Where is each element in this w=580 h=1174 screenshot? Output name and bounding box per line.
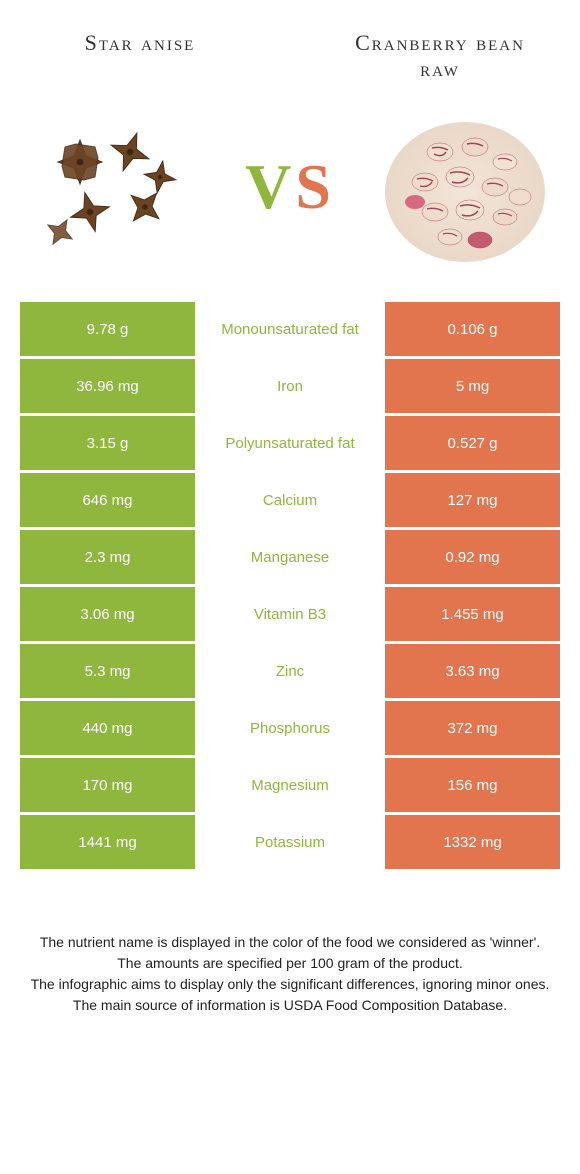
nutrient-name: Vitamin B3	[195, 587, 385, 641]
value-right: 1.455 mg	[385, 587, 560, 641]
nutrient-name: Polyunsaturated fat	[195, 416, 385, 470]
table-row: 1441 mgPotassium1332 mg	[20, 815, 560, 869]
food-left-title: Star anise	[40, 30, 240, 82]
value-right: 5 mg	[385, 359, 560, 413]
footer-notes: The nutrient name is displayed in the co…	[0, 872, 580, 1036]
value-left: 170 mg	[20, 758, 195, 812]
nutrient-name: Manganese	[195, 530, 385, 584]
table-row: 3.15 gPolyunsaturated fat0.527 g	[20, 416, 560, 470]
value-right: 1332 mg	[385, 815, 560, 869]
footer-line: The amounts are specified per 100 gram o…	[30, 953, 550, 974]
nutrient-name: Iron	[195, 359, 385, 413]
table-row: 9.78 gMonounsaturated fat0.106 g	[20, 302, 560, 356]
footer-line: The infographic aims to display only the…	[30, 974, 550, 995]
header: Star anise Cranberry bean raw	[0, 0, 580, 92]
table-row: 646 mgCalcium127 mg	[20, 473, 560, 527]
table-row: 3.06 mgVitamin B31.455 mg	[20, 587, 560, 641]
footer-line: The main source of information is USDA F…	[30, 995, 550, 1016]
food-left-image	[30, 102, 200, 272]
vs-label: VS	[245, 150, 335, 224]
value-left: 1441 mg	[20, 815, 195, 869]
value-left: 646 mg	[20, 473, 195, 527]
nutrient-name: Magnesium	[195, 758, 385, 812]
vs-v: V	[245, 151, 295, 222]
nutrient-name: Calcium	[195, 473, 385, 527]
value-right: 0.106 g	[385, 302, 560, 356]
comparison-table: 9.78 gMonounsaturated fat0.106 g36.96 mg…	[0, 302, 580, 869]
value-right: 156 mg	[385, 758, 560, 812]
table-row: 440 mgPhosphorus372 mg	[20, 701, 560, 755]
table-row: 170 mgMagnesium156 mg	[20, 758, 560, 812]
nutrient-name: Potassium	[195, 815, 385, 869]
value-right: 0.527 g	[385, 416, 560, 470]
value-left: 5.3 mg	[20, 644, 195, 698]
table-row: 2.3 mgManganese0.92 mg	[20, 530, 560, 584]
vs-s: S	[295, 151, 335, 222]
value-right: 0.92 mg	[385, 530, 560, 584]
value-left: 9.78 g	[20, 302, 195, 356]
table-row: 5.3 mgZinc3.63 mg	[20, 644, 560, 698]
value-right: 127 mg	[385, 473, 560, 527]
value-left: 3.06 mg	[20, 587, 195, 641]
nutrient-name: Phosphorus	[195, 701, 385, 755]
nutrient-name: Monounsaturated fat	[195, 302, 385, 356]
food-right-title: Cranberry bean raw	[340, 30, 540, 82]
versus-row: VS	[0, 92, 580, 302]
footer-line: The nutrient name is displayed in the co…	[30, 932, 550, 953]
value-left: 36.96 mg	[20, 359, 195, 413]
food-right-image	[380, 102, 550, 272]
infographic-container: Star anise Cranberry bean raw	[0, 0, 580, 1036]
nutrient-name: Zinc	[195, 644, 385, 698]
table-row: 36.96 mgIron5 mg	[20, 359, 560, 413]
value-right: 372 mg	[385, 701, 560, 755]
value-left: 3.15 g	[20, 416, 195, 470]
value-left: 440 mg	[20, 701, 195, 755]
value-left: 2.3 mg	[20, 530, 195, 584]
value-right: 3.63 mg	[385, 644, 560, 698]
